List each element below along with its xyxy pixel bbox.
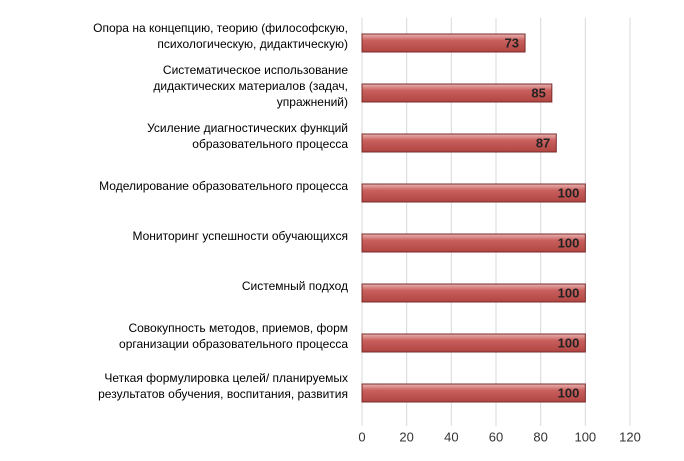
value-label: 100 xyxy=(558,235,580,250)
value-label: 85 xyxy=(531,85,545,100)
x-tick-label: 0 xyxy=(358,429,365,444)
bar xyxy=(361,183,586,203)
x-tick-label: 100 xyxy=(574,429,596,444)
bar xyxy=(361,283,586,303)
y-tick-label-line: психологическую, дидактическую) xyxy=(157,37,348,51)
y-tick-label-line: Усиление диагностических функций xyxy=(147,121,348,135)
y-tick-label-line: Мониторинг успешности обучающихся xyxy=(132,229,348,243)
y-tick-label-line: Системный подход xyxy=(242,279,348,293)
y-tick-label: Усиление диагностических функций образова… xyxy=(147,121,348,151)
bar xyxy=(361,383,586,403)
value-label: 87 xyxy=(536,135,550,150)
y-tick-label: Опора на концепцию, теорию (философскую,… xyxy=(93,21,348,51)
value-label: 73 xyxy=(505,35,519,50)
y-tick-label: Моделирование образовательного процесса xyxy=(99,179,348,193)
x-tick-label: 80 xyxy=(533,429,547,444)
value-label: 100 xyxy=(558,335,580,350)
y-tick-label-line: упражнений) xyxy=(277,95,348,109)
y-tick-label-line: образовательного процесса xyxy=(192,137,348,151)
y-tick-label-line: Совокупность методов, приемов, форм xyxy=(128,321,348,335)
bar xyxy=(361,233,586,253)
bar xyxy=(361,83,553,103)
x-tick-label: 60 xyxy=(489,429,503,444)
y-tick-label: Четкая формулировка целей/ планируемых ре… xyxy=(98,371,348,401)
value-label: 100 xyxy=(558,385,580,400)
value-label: 100 xyxy=(558,285,580,300)
y-tick-label-line: Моделирование образовательного процесса xyxy=(99,179,348,193)
bar xyxy=(361,133,557,153)
y-tick-label-line: результатов обучения, воспитания, развит… xyxy=(98,387,348,401)
y-tick-label-line: организации образовательного процесса xyxy=(119,337,348,351)
bar xyxy=(361,333,586,353)
x-tick-label: 40 xyxy=(444,429,458,444)
y-tick-label-line: Четкая формулировка целей/ планируемых xyxy=(104,371,348,385)
y-tick-label-line: дидактических материалов (задач, xyxy=(153,79,348,93)
bar xyxy=(361,33,526,53)
y-tick-label: Совокупность методов, приемов, форм орган… xyxy=(119,321,348,351)
y-tick-label: Мониторинг успешности обучающихся xyxy=(132,229,348,243)
y-tick-label: Систематическое использование дидактическ… xyxy=(153,63,348,109)
value-label: 100 xyxy=(558,185,580,200)
y-tick-label: Системный подход xyxy=(242,279,348,293)
x-tick-label: 20 xyxy=(399,429,413,444)
y-tick-label-line: Систематическое использование xyxy=(163,63,348,77)
y-tick-label-line: Опора на концепцию, теорию (философскую, xyxy=(93,21,348,35)
x-tick-label: 120 xyxy=(619,429,641,444)
